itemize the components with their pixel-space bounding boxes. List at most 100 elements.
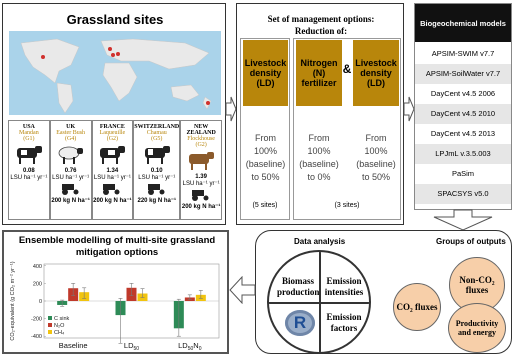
model-item: DayCent v4.5 2013 — [415, 124, 511, 144]
site-country: UK — [66, 124, 76, 130]
arrow-sites-to-options — [225, 96, 237, 122]
tractor-icon — [147, 184, 165, 195]
output-label: CO₂ fluxes — [396, 302, 438, 312]
site-livestock: 0.08 — [23, 168, 35, 174]
circle-divider-h — [269, 302, 369, 304]
models-panel: Biogeochemical models APSIM-SWIM v7.7 AP… — [414, 3, 512, 210]
analysis-title: Data analysis — [294, 237, 346, 246]
output-label: Productivity and energy — [455, 319, 499, 337]
grassland-panel: Grassland sites USA Mandan (G1) 0.08 LSU… — [2, 3, 226, 225]
arrow-models-to-outputs — [433, 209, 493, 231]
site-card-usa: USA Mandan (G1) 0.08 LSU ha⁻¹ yr⁻¹ — [8, 120, 50, 220]
output-co2: CO₂ fluxes — [393, 283, 441, 331]
management-subtitle: Reduction of: — [294, 26, 348, 36]
site-fertilizer: 200 kg N ha⁻¹ — [181, 204, 221, 210]
site-group: (G5) — [151, 136, 163, 142]
site-name: Flockhouse — [187, 136, 215, 142]
option-name: Livestock density (LD) — [244, 58, 287, 88]
legend-label: CH₄ — [54, 330, 65, 336]
arrow-analysis-to-ensemble — [229, 276, 256, 304]
x-tick-label: LD50 — [124, 341, 139, 352]
option-body: From 100% (baseline) to 50% — [356, 133, 396, 182]
y-tick-label: -400 — [31, 334, 42, 340]
output-label: Non-CO₂ fluxes — [459, 275, 495, 295]
site-lsu-unit: LSU ha⁻¹ yr⁻¹ — [138, 175, 176, 181]
quadrant-emission-intensities: Emission intensities — [324, 276, 364, 297]
cow-icon — [16, 146, 42, 164]
site-fertilizer: 200 kg N ha⁻¹ — [93, 198, 132, 204]
option-box-right — [293, 38, 401, 220]
analysis-panel: Data analysis Groups of outputs Biomass … — [255, 230, 512, 354]
option-name: Nitrogen (N) fertilizer — [300, 58, 338, 88]
site-group: (G4) — [64, 136, 77, 142]
legend-label: C sink — [54, 316, 70, 322]
tractor-icon — [192, 190, 209, 201]
quadrant-biomass: Biomass production — [277, 276, 320, 297]
site-group: (G2) — [195, 142, 207, 148]
option-foot-right: (3 sites) — [334, 202, 360, 209]
option-body: From 100% (baseline) to 0% — [299, 133, 339, 182]
site-card-uk: UK Easter Bush (G4) 0.76 LSU ha⁻¹ yr⁻¹ 2… — [49, 120, 92, 220]
legend-swatch — [48, 330, 52, 334]
option-nitrogen-header: Nitrogen (N) fertilizer — [296, 40, 342, 106]
site-lsu-unit: LSU ha⁻¹ yr⁻¹ — [52, 175, 90, 181]
r-logo-icon: R — [285, 310, 315, 336]
option-livestock-header: Livestock density (LD) — [243, 40, 288, 106]
site-name: Mandan — [19, 130, 39, 136]
model-item: SPACSYS v5.0 — [415, 184, 511, 204]
site-country: FRANCE — [99, 124, 125, 130]
site-group: (G2) — [106, 136, 119, 142]
model-item: LPJmL v.3.5.003 — [415, 144, 511, 164]
option-foot-left: (5 sites) — [252, 202, 278, 209]
ensemble-panel: Ensemble modelling of multi-site grassla… — [2, 230, 229, 354]
site-group: (G1) — [23, 136, 35, 142]
cow-icon — [100, 146, 126, 164]
option-body: From 100% (baseline) to 50% — [245, 133, 286, 182]
site-country: USA — [22, 124, 35, 130]
r-logo-letter: R — [293, 313, 307, 332]
tractor-icon — [103, 184, 120, 195]
option-amp: & — [342, 62, 352, 76]
models-title: Biogeochemical models — [415, 4, 511, 42]
option-name: Livestock density (LD) — [355, 58, 397, 88]
models-list: APSIM-SWIM v7.7 APSIM-SoilWater v7.7 Day… — [415, 44, 511, 204]
model-item: APSIM-SWIM v7.7 — [415, 44, 511, 64]
option-box-left — [240, 38, 290, 220]
site-lsu-unit: LSU ha⁻¹ yr⁻¹ — [182, 181, 220, 187]
y-tick-label: -200 — [31, 317, 42, 323]
world-map — [9, 31, 221, 115]
legend-label: N₂O — [54, 323, 65, 329]
y-axis-label: CO₂-equivalent (g CO₂ m⁻² yr⁻¹) — [10, 261, 16, 340]
site-livestock: 0.10 — [150, 168, 163, 174]
site-lsu-unit: LSU ha⁻¹ yr⁻¹ — [93, 175, 131, 181]
ensemble-chart: 400 200 0 -200 -400 CO₂-equivalent (g CO₂ m⁻²… — [10, 261, 220, 352]
y-tick-label: 0 — [39, 299, 42, 305]
ensemble-title: Ensemble modelling of multi-site grassla… — [18, 235, 216, 258]
option-livestock2-header: Livestock density (LD) — [353, 40, 399, 106]
y-tick-label: 400 — [33, 264, 42, 270]
output-productivity: Productivity and energy — [448, 303, 506, 353]
grassland-title: Grassland sites — [66, 12, 164, 27]
legend-swatch — [48, 323, 52, 327]
site-livestock: 0.76 — [64, 168, 77, 174]
cow-icon — [189, 152, 215, 170]
sheep-icon — [58, 146, 83, 164]
site-fertilizer: 220 kg N ha⁻¹ — [137, 198, 177, 204]
site-name: Easter Bush — [56, 130, 86, 136]
x-tick-label: LD50N0 — [178, 341, 202, 352]
management-panel: Set of management options: Reduction of:… — [236, 3, 404, 225]
site-name: Laqueuille — [99, 130, 126, 136]
cow-icon — [144, 146, 170, 164]
site-card-switzerland: SWITZERLAND Chamau (G5) 0.10 LSU ha⁻¹ yr… — [133, 120, 181, 220]
site-livestock: 1.34 — [106, 168, 119, 174]
model-item: DayCent v4.5 2010 — [415, 104, 511, 124]
site-card-france: FRANCE Laqueuille (G2) 1.34 LSU ha⁻¹ yr⁻… — [91, 120, 134, 220]
arrow-options-to-models — [403, 96, 415, 122]
site-columns: USA Mandan (G1) 0.08 LSU ha⁻¹ yr⁻¹ UK Ea… — [8, 120, 223, 220]
outputs-title: Groups of outputs — [436, 237, 506, 246]
y-tick-label: 200 — [33, 281, 42, 287]
model-item: APSIM-SoilWater v7.7 — [415, 64, 511, 84]
site-livestock: 1.39 — [195, 174, 207, 180]
model-item: PaSim — [415, 164, 511, 184]
legend-swatch — [48, 316, 52, 320]
